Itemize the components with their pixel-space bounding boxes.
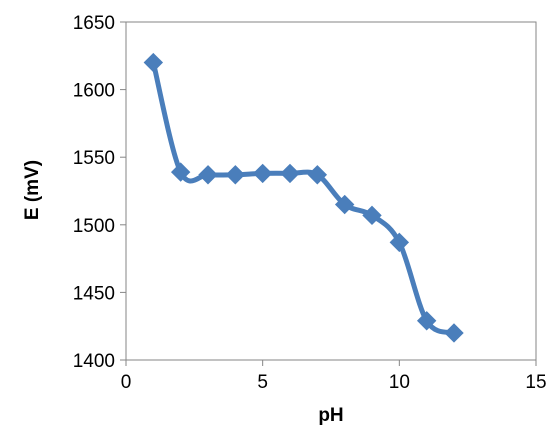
axes xyxy=(120,21,537,366)
data-point-marker xyxy=(362,205,382,226)
y-tick-label: 1600 xyxy=(73,81,115,102)
data-point-marker xyxy=(170,162,191,182)
data-point-marker xyxy=(252,163,273,184)
series-markers xyxy=(143,52,464,343)
data-point-marker xyxy=(334,194,355,215)
y-tick-label: 1400 xyxy=(73,351,115,372)
y-tick-label: 1650 xyxy=(73,13,115,34)
tick-labels: 0 5 10 15 1400 1450 1500 1550 1600 1650 xyxy=(73,13,547,393)
data-point-marker xyxy=(280,163,300,184)
data-point-marker xyxy=(389,232,410,253)
data-point-marker xyxy=(198,165,218,185)
y-tick-label: 1500 xyxy=(73,216,115,237)
x-axis-title: pH xyxy=(318,405,343,426)
data-point-marker xyxy=(307,165,328,185)
series-line xyxy=(150,60,457,336)
data-point-marker xyxy=(225,165,246,185)
data-point-marker xyxy=(416,311,437,331)
data-point-marker xyxy=(143,52,164,73)
data-point-marker xyxy=(444,323,464,343)
x-tick-label: 15 xyxy=(525,372,546,393)
y-tick-label: 1450 xyxy=(73,283,115,304)
x-tick-label: 5 xyxy=(257,372,268,393)
y-tick-label: 1550 xyxy=(73,148,115,169)
y-axis-title: E (mV) xyxy=(22,160,43,220)
x-tick-label: 0 xyxy=(121,372,132,393)
x-tick-label: 10 xyxy=(389,372,410,393)
plot-area-border xyxy=(125,21,537,361)
